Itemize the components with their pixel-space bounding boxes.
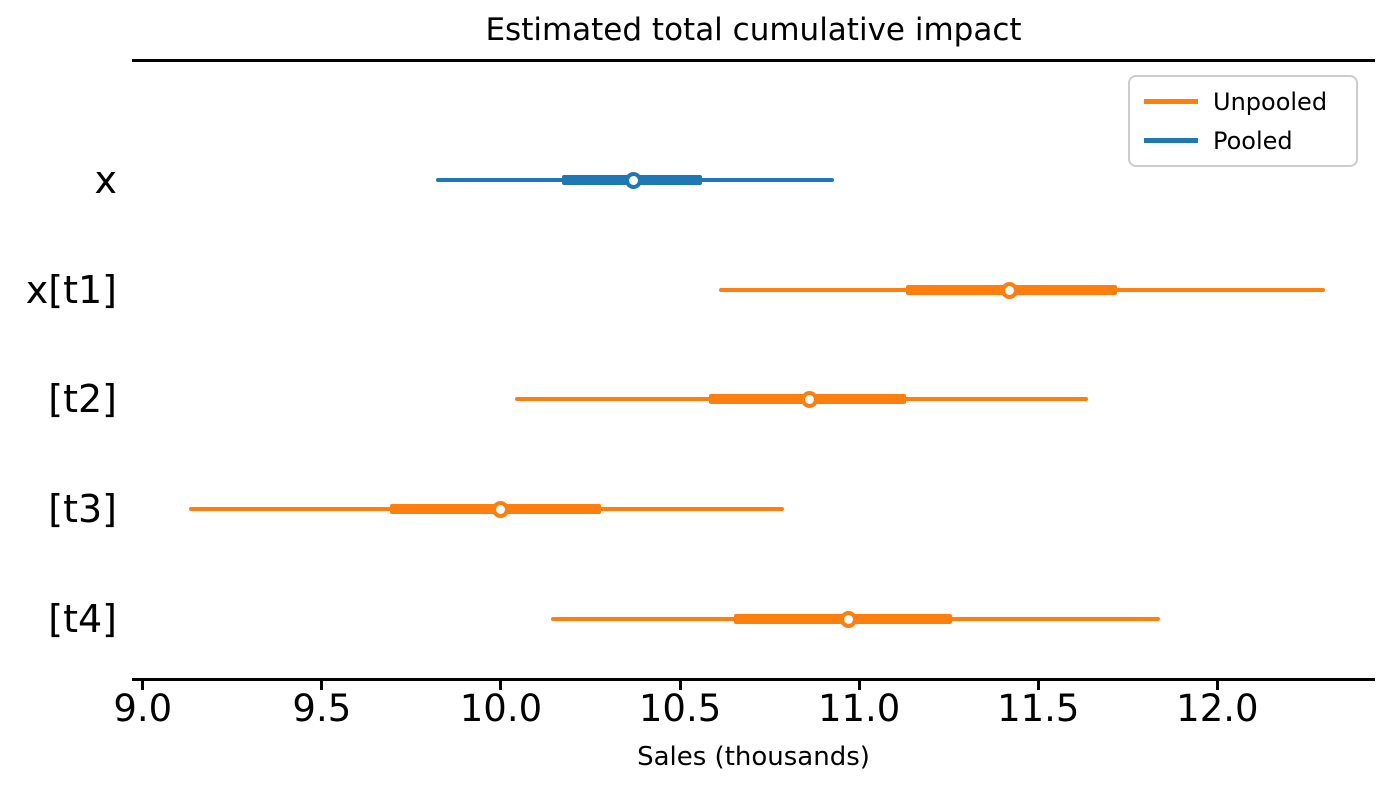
y-axis-label: [t2] <box>48 377 117 421</box>
x-axis-tick-label: 12.0 <box>1176 687 1259 730</box>
pooled-line-swatch <box>1144 138 1198 143</box>
y-axis-label: x[t1] <box>25 268 117 312</box>
point-estimate-marker <box>1001 281 1019 299</box>
x-axis-tick-label: 10.5 <box>638 687 722 730</box>
x-axis-tick <box>141 681 145 690</box>
legend-item-pooled: Pooled <box>1144 127 1342 155</box>
legend: Unpooled Pooled <box>1128 75 1358 167</box>
x-axis-tick <box>499 681 503 690</box>
legend-label: Unpooled <box>1213 87 1328 116</box>
legend-item-unpooled: Unpooled <box>1144 88 1342 116</box>
point-estimate-marker <box>800 390 818 408</box>
y-axis-label: [t3] <box>48 487 117 531</box>
x-axis-tick <box>678 681 682 690</box>
x-axis-spine <box>132 678 1375 681</box>
x-axis-tick <box>320 681 324 690</box>
y-axis-label: x <box>94 158 118 202</box>
top-spine <box>132 59 1375 62</box>
x-axis-tick <box>857 681 861 690</box>
x-axis-tick-label: 11.5 <box>997 687 1080 730</box>
chart-title: Estimated total cumulative impact <box>485 12 1022 48</box>
point-estimate-marker <box>839 610 857 628</box>
point-estimate-marker <box>624 171 642 189</box>
x-axis-tick-label: 11.0 <box>817 687 901 730</box>
y-axis-label: [t4] <box>48 597 117 641</box>
x-axis-label: Sales (thousands) <box>637 742 870 772</box>
unpooled-line-swatch <box>1144 99 1198 104</box>
x-axis-tick <box>1215 681 1219 690</box>
x-axis-tick-label: 9.5 <box>292 687 352 730</box>
legend-label: Pooled <box>1213 126 1293 155</box>
x-axis-tick <box>1036 681 1040 690</box>
point-estimate-marker <box>492 500 510 518</box>
x-axis-tick-label: 9.0 <box>113 687 173 730</box>
x-axis-tick-label: 10.0 <box>459 687 543 730</box>
